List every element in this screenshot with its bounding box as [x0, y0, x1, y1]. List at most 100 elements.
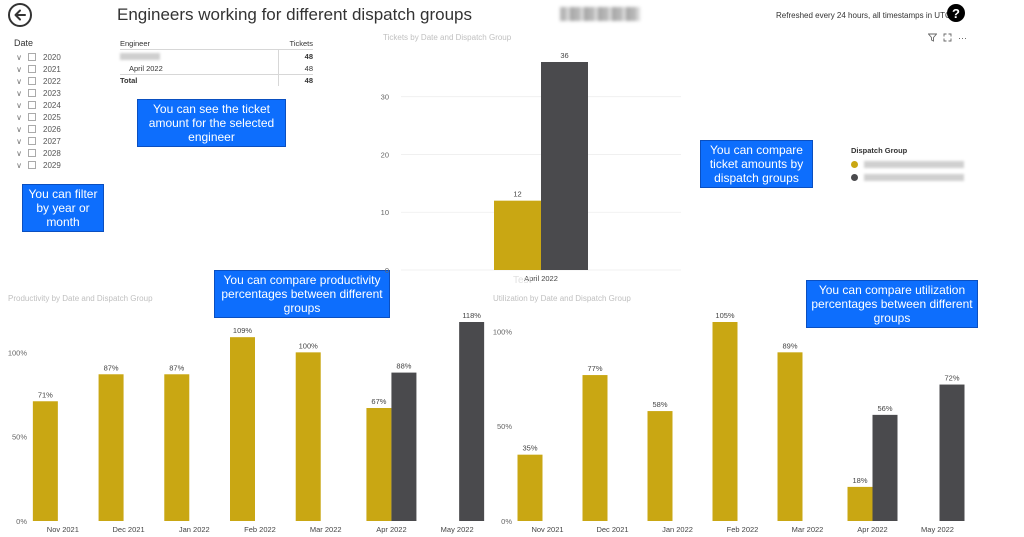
- chevron-down-icon[interactable]: ∨: [16, 136, 22, 146]
- slicer-item-2021[interactable]: ∨ 2021: [14, 63, 94, 75]
- table-row[interactable]: April 2022 48: [120, 62, 313, 74]
- table-header: Engineer Tickets: [120, 37, 313, 50]
- tickets-chart: 0 10 20 30 April 2022 12 36: [365, 50, 715, 300]
- slicer-year-label: 2024: [43, 100, 61, 110]
- legend-title: Dispatch Group: [851, 146, 908, 155]
- y-tick-label: 10: [381, 208, 389, 217]
- slicer-item-2028[interactable]: ∨ 2028: [14, 147, 94, 159]
- x-tick-label: May 2022: [441, 525, 474, 534]
- tickets-chart-title: Tickets by Date and Dispatch Group: [383, 33, 512, 42]
- y-tick-label: 50%: [497, 422, 512, 431]
- data-label: 87%: [169, 363, 184, 372]
- chevron-down-icon[interactable]: ∨: [16, 76, 22, 86]
- engineer-ticket-table: Engineer Tickets 48 April 2022 48 Total …: [120, 37, 313, 86]
- data-label: 71%: [38, 390, 53, 399]
- table-cell-tickets: 48: [304, 63, 313, 73]
- slicer-year-label: 2029: [43, 160, 61, 170]
- table-row[interactable]: 48: [120, 50, 313, 62]
- slicer-item-2026[interactable]: ∨ 2026: [14, 123, 94, 135]
- dispatch-legend: Dispatch Group: [851, 146, 964, 184]
- x-tick-label: Apr 2022: [857, 525, 887, 534]
- back-button[interactable]: [8, 3, 32, 27]
- bar: [230, 337, 255, 521]
- checkbox[interactable]: [28, 161, 36, 169]
- chart-svg: 0% 50% 100% Nov 2021 35% Dec 2021 77% Jan 2022 5…: [493, 311, 965, 534]
- productivity-chart-title: Productivity by Date and Dispatch Group: [8, 294, 153, 303]
- checkbox[interactable]: [28, 101, 36, 109]
- checkbox[interactable]: [28, 65, 36, 73]
- y-tick-label: 0%: [16, 517, 27, 526]
- legend-item[interactable]: [851, 158, 964, 171]
- chevron-down-icon[interactable]: ∨: [16, 124, 22, 134]
- chevron-down-icon[interactable]: ∨: [16, 148, 22, 158]
- checkbox[interactable]: [28, 53, 36, 61]
- refresh-note: Refreshed every 24 hours, all timestamps…: [776, 11, 951, 20]
- total-value: 48: [304, 76, 313, 85]
- utilization-chart-title: Utilization by Date and Dispatch Group: [493, 294, 631, 303]
- y-tick-label: 30: [381, 93, 389, 102]
- callout-table: You can see the ticket amount for the se…: [137, 99, 286, 147]
- slicer-item-2029[interactable]: ∨ 2029: [14, 159, 94, 171]
- data-label: 77%: [587, 364, 602, 373]
- blurred-engineer: [120, 52, 160, 60]
- help-icon[interactable]: ?: [947, 4, 965, 22]
- callout-productivity: You can compare productivity percentages…: [214, 270, 390, 318]
- faint-label: Test: [513, 275, 532, 286]
- page-title: Engineers working for different dispatch…: [117, 5, 472, 24]
- chevron-down-icon[interactable]: ∨: [16, 88, 22, 98]
- slicer-item-2025[interactable]: ∨ 2025: [14, 111, 94, 123]
- checkbox[interactable]: [28, 77, 36, 85]
- callout-utilization: You can compare utilization percentages …: [806, 280, 978, 328]
- chevron-down-icon[interactable]: ∨: [16, 52, 22, 62]
- slicer-item-2027[interactable]: ∨ 2027: [14, 135, 94, 147]
- slicer-year-label: 2025: [43, 112, 61, 122]
- x-tick-label: Mar 2022: [792, 525, 824, 534]
- filter-icon[interactable]: [927, 33, 938, 44]
- data-label: 67%: [371, 397, 386, 406]
- chart-svg: 0 10 20 30 April 2022 12 36: [381, 51, 681, 283]
- chevron-down-icon[interactable]: ∨: [16, 64, 22, 74]
- header-tickets: Tickets: [289, 38, 313, 48]
- checkbox[interactable]: [28, 125, 36, 133]
- data-label: 36: [560, 51, 568, 60]
- legend-item[interactable]: [851, 171, 964, 184]
- bar: [777, 352, 803, 521]
- data-label: 58%: [652, 400, 667, 409]
- chevron-down-icon[interactable]: ∨: [16, 100, 22, 110]
- slicer-year-label: 2028: [43, 148, 61, 158]
- x-tick-label: Dec 2021: [596, 525, 628, 534]
- utilization-chart: 0% 50% 100% Nov 2021 35% Dec 2021 77% Jan 2022 5…: [485, 310, 970, 537]
- bar: [366, 408, 392, 521]
- checkbox[interactable]: [28, 113, 36, 121]
- chevron-down-icon[interactable]: ∨: [16, 160, 22, 170]
- slicer-item-2024[interactable]: ∨ 2024: [14, 99, 94, 111]
- data-label: 72%: [944, 374, 959, 383]
- visual-toolbar: ⋯: [927, 33, 967, 44]
- date-slicer: Date ∨ 2020 ∨ 2021 ∨ 2022 ∨ 2023 ∨ 2024 ∨ 2025 ∨ 2026…: [14, 38, 94, 171]
- checkbox[interactable]: [28, 89, 36, 97]
- bar: [712, 322, 738, 521]
- slicer-year-label: 2027: [43, 136, 61, 146]
- bar: [494, 200, 541, 270]
- x-tick-label: Nov 2021: [47, 525, 79, 534]
- data-label: 18%: [852, 476, 867, 485]
- slicer-item-2023[interactable]: ∨ 2023: [14, 87, 94, 99]
- y-tick-label: 0: [385, 266, 389, 275]
- checkbox[interactable]: [28, 149, 36, 157]
- focus-mode-icon[interactable]: [943, 33, 952, 44]
- bar: [939, 384, 965, 521]
- slicer-item-2020[interactable]: ∨ 2020: [14, 51, 94, 63]
- productivity-chart: 0% 50% 100% Nov 2021 71% Dec 2021 87% Jan 2022 8…: [0, 310, 490, 537]
- bar: [517, 454, 543, 521]
- more-options-icon[interactable]: ⋯: [958, 33, 967, 43]
- slicer-year-label: 2023: [43, 88, 61, 98]
- data-label: 109%: [233, 326, 253, 335]
- chevron-down-icon[interactable]: ∨: [16, 112, 22, 122]
- x-tick-label: Feb 2022: [727, 525, 759, 534]
- checkbox[interactable]: [28, 137, 36, 145]
- data-label: 105%: [715, 311, 735, 320]
- data-label: 35%: [522, 444, 537, 453]
- slicer-title: Date: [14, 38, 34, 48]
- data-label: 118%: [462, 311, 481, 320]
- slicer-item-2022[interactable]: ∨ 2022: [14, 75, 94, 87]
